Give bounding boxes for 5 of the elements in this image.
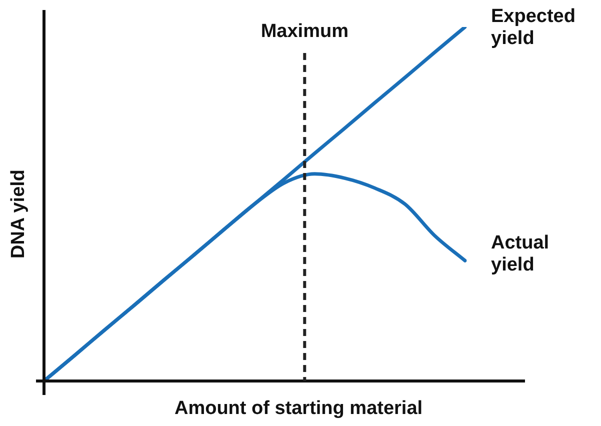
series-label: Actual yield	[491, 232, 550, 276]
y-axis-title: DNA yield	[8, 169, 29, 259]
x-axis-title: Amount of starting material	[174, 398, 423, 419]
annotation: Maximum	[260, 21, 348, 42]
series-label: Expected yield	[491, 6, 576, 49]
